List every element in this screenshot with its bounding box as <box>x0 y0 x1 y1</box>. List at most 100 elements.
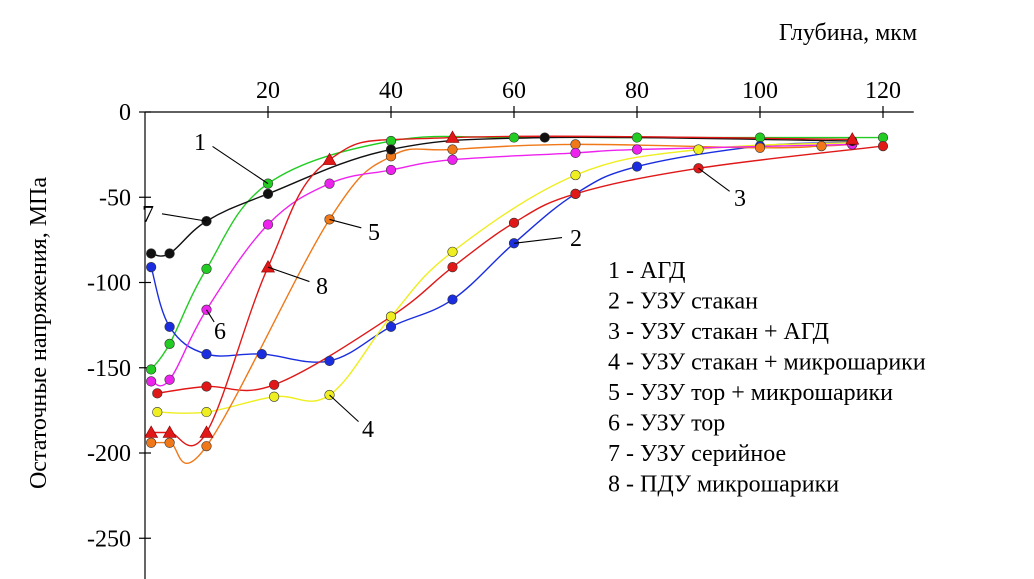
data-point-1 <box>754 132 766 143</box>
data-point-3 <box>447 262 458 273</box>
data-point-8 <box>144 425 159 438</box>
callout-label-7: 7 <box>142 202 154 228</box>
data-point-6 <box>324 178 335 189</box>
callout-label-3: 3 <box>734 186 746 212</box>
y-tick-label: -100 <box>87 271 131 297</box>
y-tick-label: -150 <box>87 356 131 382</box>
series-line-7 <box>151 136 853 257</box>
data-point-2 <box>631 161 643 172</box>
callout-label-2: 2 <box>570 226 582 252</box>
data-point-2 <box>447 294 458 305</box>
callout-label-4: 4 <box>362 417 374 443</box>
data-point-6 <box>146 376 157 387</box>
y-axis-title: Остаточные напряжения, МПа <box>26 177 52 489</box>
data-point-7 <box>146 248 157 259</box>
data-point-1 <box>631 132 643 143</box>
data-point-6 <box>631 144 643 155</box>
series-lines <box>150 135 884 464</box>
data-point-7 <box>262 188 274 199</box>
callout-label-1: 1 <box>194 130 206 156</box>
x-tick-label: 40 <box>379 78 403 104</box>
data-point-2 <box>324 355 335 367</box>
series-line-4 <box>157 142 853 414</box>
x-tick-label: 60 <box>502 78 526 104</box>
data-point-5 <box>164 437 175 448</box>
callout-leader-5 <box>329 218 362 229</box>
legend-entry: 1 - АГД <box>608 258 685 284</box>
x-tick-label: 20 <box>256 78 280 104</box>
legend-entry: 7 - УЗУ серийное <box>608 441 786 467</box>
data-point-8 <box>845 132 860 145</box>
callout-leader-6 <box>206 309 215 323</box>
data-point-1 <box>877 132 889 143</box>
y-tick-label: -200 <box>87 441 131 467</box>
callouts: 1 2 3 4 5 6 7 8 <box>142 130 746 443</box>
data-point-3 <box>877 141 889 152</box>
data-point-6 <box>262 219 274 230</box>
legend-entry: 6 - УЗУ тор <box>608 411 725 437</box>
data-point-4 <box>693 144 704 155</box>
data-point-3 <box>508 217 520 228</box>
series-line-8 <box>151 135 853 447</box>
x-tick-label: 100 <box>742 78 778 104</box>
callout-leader-7 <box>161 213 207 222</box>
data-point-1 <box>146 364 157 375</box>
data-point-3 <box>152 388 163 399</box>
data-point-5 <box>570 139 581 150</box>
axes: 20 40 60 80 100 120 0 -50 -100 -150 -200 -250 <box>87 78 914 579</box>
data-point-2 <box>256 349 267 360</box>
data-point-4 <box>201 406 212 418</box>
data-point-7 <box>539 132 550 143</box>
data-point-3 <box>201 381 212 392</box>
callout-leader-3 <box>698 167 730 192</box>
data-point-4 <box>570 169 581 181</box>
data-point-8 <box>162 425 177 438</box>
legend-entry: 2 - УЗУ стакан <box>608 289 758 315</box>
data-point-6 <box>385 164 397 176</box>
data-point-6 <box>570 147 581 159</box>
y-tick-label: -50 <box>99 185 131 211</box>
data-point-3 <box>269 379 280 390</box>
y-tick-label: 0 <box>119 100 131 126</box>
callout-leader-4 <box>329 394 359 423</box>
data-point-5 <box>201 441 212 452</box>
callout-leader-2 <box>513 237 563 244</box>
callout-label-8: 8 <box>316 274 328 300</box>
legend: 1 - АГД 2 - УЗУ стакан 3 - УЗУ стакан + АГ… <box>608 258 926 498</box>
data-point-7 <box>385 144 397 155</box>
data-point-8 <box>199 425 214 438</box>
data-point-5 <box>447 144 458 155</box>
data-point-2 <box>201 349 212 360</box>
data-point-8 <box>445 130 460 143</box>
legend-entry: 8 - ПДУ микрошарики <box>608 472 839 498</box>
data-point-8 <box>260 260 276 273</box>
x-tick-label: 120 <box>865 78 901 104</box>
data-point-2 <box>146 262 157 273</box>
callout-label-5: 5 <box>368 220 380 246</box>
callout-leader-8 <box>267 266 310 283</box>
data-point-5 <box>754 142 766 153</box>
data-point-2 <box>385 321 397 332</box>
data-point-4 <box>447 246 458 257</box>
data-point-1 <box>385 135 397 147</box>
data-point-3 <box>570 188 581 199</box>
data-point-1 <box>508 132 520 143</box>
data-point-8 <box>322 152 337 165</box>
data-point-7 <box>164 248 175 259</box>
data-point-4 <box>152 406 163 418</box>
legend-entry: 4 - УЗУ стакан + микрошарики <box>608 350 926 376</box>
data-point-5 <box>816 141 827 152</box>
data-point-5 <box>146 437 157 448</box>
data-point-1 <box>201 263 212 274</box>
y-tick-label: -250 <box>87 526 131 552</box>
data-point-1 <box>164 338 175 349</box>
data-point-2 <box>164 321 175 332</box>
data-point-6 <box>164 374 175 385</box>
x-tick-label: 80 <box>625 78 649 104</box>
x-axis-title: Глубина, мкм <box>779 20 917 46</box>
callout-label-6: 6 <box>214 319 226 345</box>
data-point-4 <box>269 391 280 402</box>
legend-entry: 3 - УЗУ стакан + АГД <box>608 319 829 345</box>
data-point-4 <box>385 311 397 322</box>
